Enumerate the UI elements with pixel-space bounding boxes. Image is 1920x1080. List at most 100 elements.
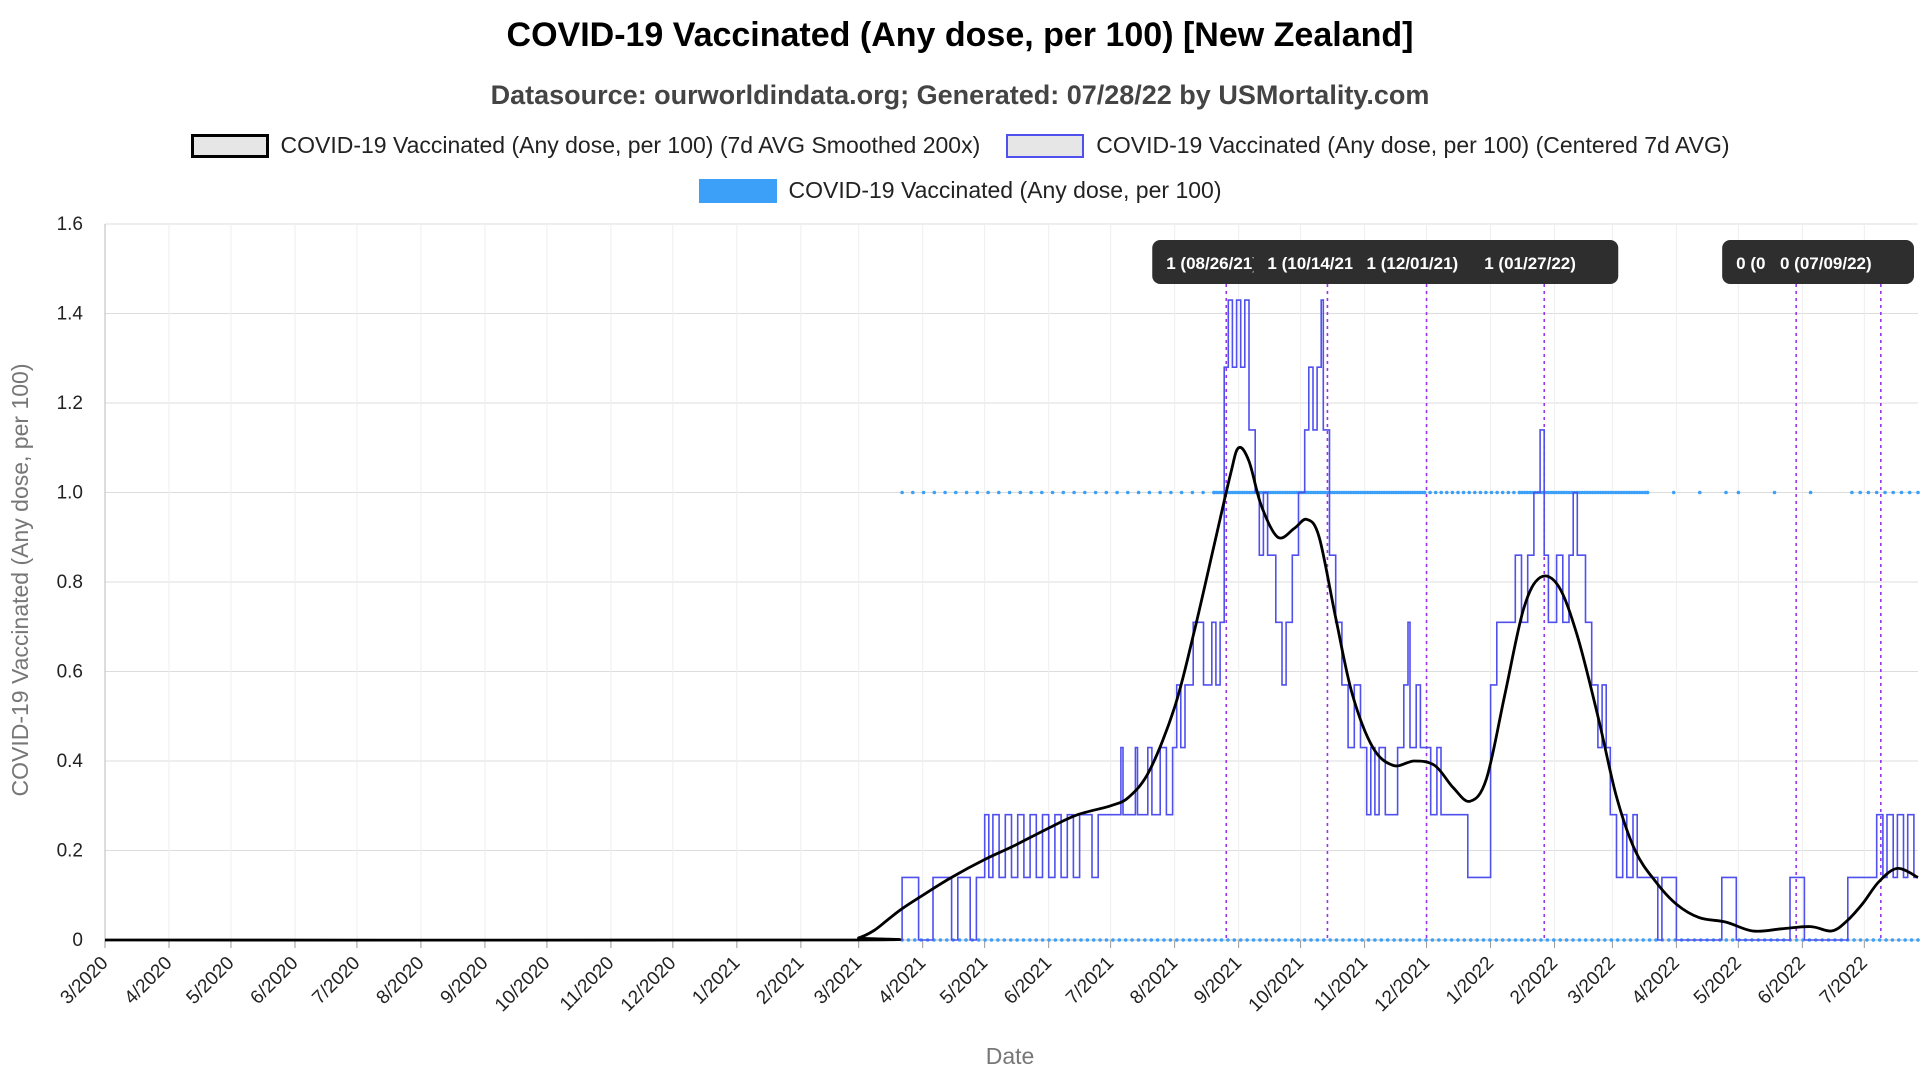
raw-point-one bbox=[1484, 490, 1488, 495]
raw-point-zero bbox=[1545, 938, 1550, 942]
raw-point-zero bbox=[1277, 938, 1281, 942]
raw-point-zero bbox=[1290, 938, 1294, 942]
raw-point-zero bbox=[1571, 938, 1575, 942]
raw-point-zero bbox=[1245, 938, 1249, 942]
raw-point-one bbox=[1640, 490, 1645, 495]
raw-point-one bbox=[1158, 490, 1162, 495]
raw-point-zero bbox=[1296, 938, 1300, 942]
x-tick-label: 2/2022 bbox=[1506, 953, 1562, 1009]
raw-point-zero bbox=[1136, 938, 1141, 942]
raw-point-one bbox=[1495, 490, 1499, 495]
x-tick-label: 8/2021 bbox=[1126, 953, 1182, 1009]
raw-point-zero bbox=[1430, 938, 1435, 942]
raw-point-one bbox=[1627, 490, 1631, 495]
raw-point-one bbox=[1698, 490, 1702, 495]
x-tick-label: 12/2020 bbox=[617, 953, 680, 1016]
raw-point-zero bbox=[1475, 938, 1479, 942]
raw-point-one bbox=[1891, 490, 1895, 495]
tooltip-label: 1 (01/27/22) bbox=[1484, 254, 1576, 273]
legend-item-raw[interactable]: COVID-19 Vaccinated (Any dose, per 100) bbox=[698, 177, 1221, 204]
y-tick-label: 1.2 bbox=[57, 393, 83, 414]
raw-point-zero bbox=[1443, 938, 1447, 942]
raw-point-one bbox=[1617, 490, 1621, 495]
raw-point-zero bbox=[1852, 938, 1856, 942]
raw-point-zero bbox=[1322, 938, 1326, 942]
raw-point-one bbox=[1456, 490, 1460, 495]
x-tick-label: 5/2020 bbox=[183, 953, 239, 1009]
raw-point-one bbox=[1588, 490, 1592, 495]
x-tick-label: 3/2020 bbox=[57, 953, 113, 1009]
raw-point-one bbox=[1093, 490, 1098, 495]
legend-item-smoothed[interactable]: COVID-19 Vaccinated (Any dose, per 100) … bbox=[190, 132, 980, 159]
x-tick-label: 5/2022 bbox=[1690, 953, 1746, 1009]
raw-point-one bbox=[1724, 490, 1728, 495]
chart-title: COVID-19 Vaccinated (Any dose, per 100) … bbox=[506, 16, 1414, 54]
raw-point-one bbox=[1580, 490, 1584, 495]
tooltip-box bbox=[1766, 240, 1914, 284]
raw-point-zero bbox=[1060, 938, 1064, 942]
axes: 00.20.40.60.81.01.21.41.63/2020 4/2020 5/2… bbox=[57, 214, 1918, 1016]
raw-point-one bbox=[1525, 490, 1530, 495]
raw-point-zero bbox=[1577, 938, 1582, 942]
raw-point-zero bbox=[1392, 938, 1396, 942]
raw-point-one bbox=[1506, 490, 1511, 495]
raw-point-one bbox=[1083, 490, 1087, 495]
raw-point-zero bbox=[1098, 938, 1102, 942]
raw-point-zero bbox=[1730, 938, 1735, 942]
raw-point-zero bbox=[1794, 938, 1799, 942]
raw-point-zero bbox=[1347, 938, 1352, 942]
raw-point-zero bbox=[1596, 938, 1601, 942]
raw-point-zero bbox=[1181, 938, 1185, 942]
raw-point-one bbox=[1018, 490, 1023, 495]
raw-point-zero bbox=[913, 938, 917, 942]
raw-point-zero bbox=[945, 938, 949, 942]
raw-point-one bbox=[1850, 490, 1854, 495]
raw-point-zero bbox=[1373, 938, 1377, 942]
raw-point-one bbox=[1883, 490, 1887, 495]
raw-point-one bbox=[1517, 490, 1522, 495]
raw-point-zero bbox=[1315, 938, 1320, 942]
raw-point-one bbox=[1916, 490, 1920, 495]
raw-point-one bbox=[1450, 490, 1455, 495]
raw-point-zero bbox=[1366, 938, 1371, 942]
raw-point-one bbox=[1585, 490, 1590, 495]
x-tick-label: 4/2021 bbox=[874, 953, 930, 1009]
raw-point-one bbox=[986, 490, 990, 495]
raw-point-zero bbox=[1168, 938, 1173, 942]
raw-point-zero bbox=[1871, 938, 1876, 942]
x-tick-label: 7/2021 bbox=[1062, 953, 1118, 1009]
raw-point-zero bbox=[1877, 938, 1882, 942]
raw-point-one bbox=[1422, 490, 1427, 495]
raw-point-one bbox=[1907, 490, 1912, 495]
raw-point-one bbox=[921, 490, 926, 495]
raw-point-one bbox=[1808, 490, 1813, 495]
x-tick-label: 9/2021 bbox=[1190, 953, 1246, 1009]
marker-tooltip: 1 (12/01/21) bbox=[1352, 240, 1501, 284]
legend-item-centered[interactable]: COVID-19 Vaccinated (Any dose, per 100) … bbox=[1006, 132, 1730, 159]
raw-point-zero bbox=[1238, 938, 1243, 942]
raw-point-zero bbox=[1270, 938, 1275, 942]
raw-point-one bbox=[1564, 490, 1569, 495]
raw-point-one bbox=[1577, 490, 1582, 495]
centered-avg-line bbox=[105, 299, 1918, 941]
raw-point-zero bbox=[1187, 938, 1192, 942]
raw-point-one bbox=[1645, 490, 1650, 495]
raw-point-zero bbox=[1283, 938, 1288, 942]
raw-point-zero bbox=[1417, 938, 1422, 942]
raw-point-zero bbox=[1002, 938, 1007, 942]
raw-point-one bbox=[1671, 490, 1676, 495]
raw-point-one bbox=[1169, 490, 1173, 495]
raw-point-one bbox=[1546, 490, 1550, 495]
raw-point-zero bbox=[1437, 938, 1441, 942]
x-axis-title: Date bbox=[986, 1043, 1035, 1069]
raw-point-zero bbox=[906, 938, 911, 942]
raw-point-zero bbox=[1091, 938, 1096, 942]
raw-point-zero bbox=[1143, 938, 1147, 942]
y-axis-title: COVID-19 Vaccinated (Any dose, per 100) bbox=[7, 364, 33, 797]
raw-point-one bbox=[1736, 490, 1741, 495]
raw-point-zero bbox=[964, 938, 968, 942]
raw-point-zero bbox=[1500, 938, 1505, 942]
raw-point-one bbox=[1866, 490, 1871, 495]
raw-point-zero bbox=[1558, 938, 1562, 942]
raw-point-zero bbox=[1564, 938, 1569, 942]
